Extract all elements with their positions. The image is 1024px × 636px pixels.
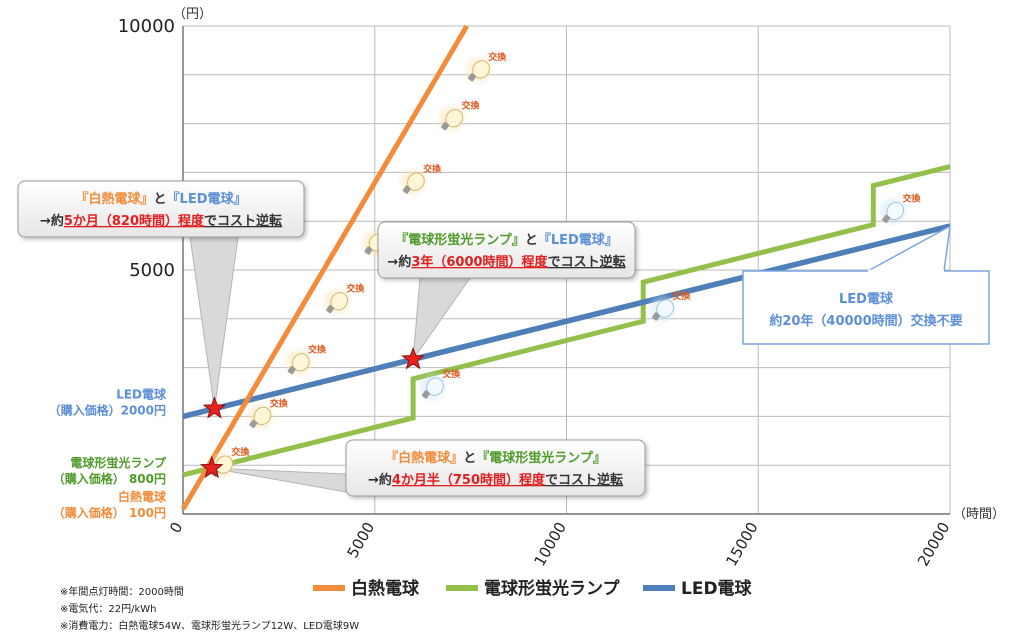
exchange-marker: 交換 (397, 163, 442, 199)
intersection-stars (199, 346, 425, 479)
footnote: ※消費電力：白熱電球54W、電球形蛍光ランプ12W、LED電球9W (60, 619, 359, 632)
callouts: 『白熱電球』と『LED電球』 →約5か月（820時間）程度でコスト逆転『電球形蛍光… (17, 180, 990, 497)
exchange-label: 交換 (902, 192, 921, 204)
exchange-markers: 交換交換交換交換交換交換交換交換交換交換交換 (205, 51, 921, 482)
exchange-marker: 交換 (416, 368, 461, 404)
exchange-label: 交換 (672, 290, 691, 302)
exchange-marker: 交換 (243, 397, 289, 433)
callout-incandescent-fluorescent: 『白熱電球』と『電球形蛍光ランプ』 →約4か月半（750時間）程度でコスト逆転 (345, 439, 646, 497)
intersection-star (199, 455, 224, 479)
x-tick-label: 20000 (914, 519, 953, 569)
callout-body: →約4か月半（750時間）程度でコスト逆転 (368, 472, 623, 488)
exchange-label: 交換 (423, 163, 442, 175)
footnote: ※年間点灯時間：2000時間 (60, 585, 184, 598)
exchange-marker: 交換 (282, 344, 327, 379)
y-tick-label: 10000 (118, 16, 175, 37)
intersection-star (202, 396, 227, 419)
led-note-line: LED電球 (839, 291, 894, 307)
bulb-icon (462, 53, 495, 86)
callout-title: 『電球形蛍光ランプ』と『LED電球』 (395, 232, 618, 248)
callout-title: 『白熱電球』と『LED電球』 (76, 191, 247, 207)
exchange-marker: 交換 (320, 283, 365, 318)
exchange-label: 交換 (308, 344, 327, 356)
callout-body: →約5か月（820時間）程度でコスト逆転 (40, 213, 282, 229)
x-tick-label: 10000 (531, 519, 570, 569)
legend-item: 白熱電球 (313, 578, 420, 599)
legend-item: 電球形蛍光ランプ (446, 578, 620, 599)
bulb-icon (243, 400, 276, 433)
exchange-label: 交換 (488, 51, 507, 63)
intersection-star (401, 346, 425, 370)
y-axis-series-label: 電球形蛍光ランプ（購入価格） 800円 (53, 455, 167, 486)
led-note-line: 約20年（40000時間）交換不要 (769, 313, 962, 329)
footnote: ※電気代：22円/kWh (60, 602, 157, 615)
exchange-label: 交換 (346, 283, 365, 295)
led-note-tail (867, 224, 951, 272)
x-axis-unit: （時間） (953, 507, 1005, 522)
y-tick-label: 5000 (129, 260, 175, 281)
x-tick-label: 5000 (344, 519, 379, 561)
legend-label: 電球形蛍光ランプ (484, 578, 620, 599)
bulb-icon (282, 346, 315, 379)
x-tick-label: 15000 (722, 519, 761, 569)
bulb-icon (646, 293, 679, 326)
series-lines (180, 24, 951, 511)
callout-box (377, 221, 636, 279)
callout-box (17, 180, 305, 238)
y-axis-series-label: LED電球（購入価格）2000円 (49, 386, 167, 417)
callout-tail (189, 236, 239, 409)
bulb-icon (876, 195, 909, 228)
callout-body: →約3年（6000時間）程度でコスト逆転 (387, 254, 625, 270)
callout-tails (189, 236, 471, 493)
exchange-label: 交換 (461, 100, 480, 112)
exchange-marker: 交換 (462, 51, 507, 86)
series-line (180, 24, 469, 511)
legend-item: LED電球 (643, 579, 753, 599)
exchange-label: 交換 (231, 446, 250, 458)
legend: 白熱電球 電球形蛍光ランプ LED電球 (313, 578, 753, 599)
exchange-label: 交換 (270, 397, 289, 409)
x-tick-label: 0 (166, 519, 186, 536)
callout-title: 『白熱電球』と『電球形蛍光ランプ』 (385, 450, 606, 466)
callout-fluorescent-led: 『電球形蛍光ランプ』と『LED電球』 →約3年（6000時間）程度でコスト逆転 (377, 221, 636, 279)
exchange-marker: 交換 (646, 290, 691, 326)
y-axis-series-label: 白熱電球（購入価格） 100円 (53, 489, 167, 520)
y-axis-unit: （円） (173, 7, 212, 22)
bulb-icon (320, 285, 353, 318)
series-line (182, 223, 951, 420)
legend-label: 白熱電球 (351, 578, 420, 599)
footnotes: ※年間点灯時間：2000時間 ※電気代：22円/kWh ※消費電力：白熱電球54W、… (60, 585, 359, 632)
callout-incandescent-led: 『白熱電球』と『LED電球』 →約5か月（820時間）程度でコスト逆転 (17, 180, 305, 238)
bulb-icon (397, 166, 430, 199)
exchange-marker: 交換 (435, 100, 480, 135)
bulb-icon (435, 102, 468, 135)
exchange-marker: 交換 (876, 192, 921, 228)
callout-box (345, 439, 646, 497)
legend-label: LED電球 (681, 579, 753, 599)
bulb-icon (416, 371, 449, 404)
exchange-label: 交換 (442, 368, 461, 380)
led-note-box (742, 270, 990, 345)
